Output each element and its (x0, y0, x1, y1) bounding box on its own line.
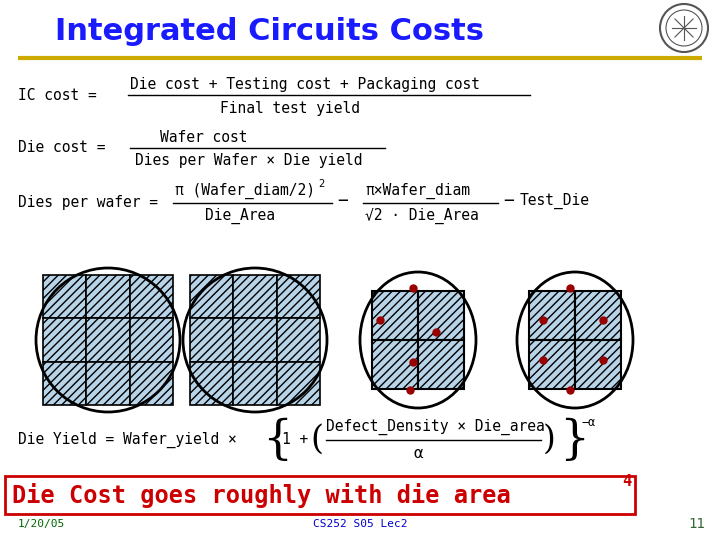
Bar (190, 362, 233, 405)
Text: Defect_Density × Die_area: Defect_Density × Die_area (326, 419, 545, 435)
Bar (233, 362, 276, 405)
Bar (418, 291, 464, 340)
Text: Integrated Circuits Costs: Integrated Circuits Costs (55, 17, 484, 46)
Text: CS252 S05 Lec2: CS252 S05 Lec2 (312, 519, 408, 529)
Text: Dies per wafer =: Dies per wafer = (18, 195, 158, 211)
Bar (43, 362, 86, 405)
Text: π×Wafer_diam: π×Wafer_diam (365, 183, 470, 199)
Text: IC cost =: IC cost = (18, 87, 96, 103)
Text: Wafer cost: Wafer cost (160, 130, 248, 145)
Text: Dies per Wafer × Die yield: Dies per Wafer × Die yield (135, 153, 362, 168)
Bar (575, 340, 621, 389)
Text: Die cost + Testing cost + Packaging cost: Die cost + Testing cost + Packaging cost (130, 77, 480, 91)
Text: α: α (414, 447, 423, 462)
Text: Final test yield: Final test yield (220, 100, 360, 116)
Bar (575, 291, 621, 340)
Text: {: { (262, 417, 292, 463)
Bar (276, 319, 320, 362)
Bar (43, 319, 86, 362)
Bar (86, 275, 130, 319)
Bar (130, 275, 173, 319)
Bar (86, 319, 130, 362)
Text: Die Cost goes roughly with die area: Die Cost goes roughly with die area (12, 483, 510, 508)
Text: Die cost =: Die cost = (18, 140, 106, 156)
Text: −α: −α (581, 415, 595, 429)
Text: 2: 2 (318, 179, 324, 189)
Bar (528, 291, 575, 340)
Text: 11: 11 (688, 517, 705, 531)
Text: −: − (337, 192, 348, 210)
Text: Die Yield = Wafer_yield ×: Die Yield = Wafer_yield × (18, 432, 237, 448)
Text: 1/20/05: 1/20/05 (18, 519, 66, 529)
Bar (233, 319, 276, 362)
Bar (190, 319, 233, 362)
Bar (130, 319, 173, 362)
Bar (233, 275, 276, 319)
Bar (276, 275, 320, 319)
Text: −: − (503, 192, 514, 210)
Bar (130, 362, 173, 405)
Text: }: } (559, 417, 589, 463)
Bar (372, 291, 418, 340)
Text: ): ) (543, 424, 556, 456)
Text: 1 +: 1 + (282, 433, 308, 448)
Text: √2 · Die_Area: √2 · Die_Area (365, 208, 479, 224)
Bar (43, 275, 86, 319)
Text: Die_Area: Die_Area (205, 208, 275, 224)
Text: π (Wafer_diam/2): π (Wafer_diam/2) (175, 183, 315, 199)
Bar (418, 340, 464, 389)
Bar (276, 362, 320, 405)
Bar (86, 362, 130, 405)
Bar (5, 476, 635, 514)
Bar (372, 340, 418, 389)
Text: (: ( (310, 424, 323, 456)
Text: 4: 4 (622, 474, 631, 489)
Bar (528, 340, 575, 389)
Bar (190, 275, 233, 319)
Text: Test_Die: Test_Die (520, 193, 590, 209)
